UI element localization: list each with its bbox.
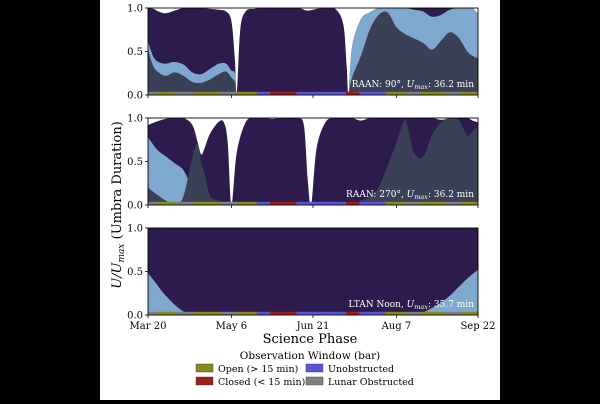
penumbra-wedge-1 — [148, 273, 195, 315]
window-bar-segment — [157, 311, 175, 315]
x-tick-label: May 6 — [216, 321, 247, 332]
legend-swatch — [305, 376, 324, 386]
panel-annotation: RAAN: 90°, Umax: 36.2 min — [352, 80, 474, 91]
legend-label: Open (> 15 min) — [218, 364, 298, 375]
x-tick-label: Mar 20 — [130, 321, 167, 332]
window-bar-segment — [385, 201, 406, 205]
window-bar-segment — [194, 311, 221, 315]
window-bar-segment — [385, 91, 406, 95]
umbra-duration-area — [148, 228, 478, 315]
window-bar-segment — [256, 91, 271, 95]
figure: 0.0 0.5 1.0 RAAN: 90°, Umax: 36.2 min 0.0 0.5… — [100, 0, 500, 400]
window-bar-segment — [174, 91, 195, 95]
y-tick-label: 0.0 — [127, 91, 143, 102]
panel-2: 0.0 0.5 1.0 RAAN: 270°, Umax: 36.2 min — [127, 114, 479, 212]
window-bar-segment — [296, 201, 307, 205]
window-bar-segment — [461, 201, 478, 205]
y-axis-label: U/Umax (Umbra Duration) — [110, 121, 127, 289]
y-tick-label: 1.0 — [127, 224, 143, 235]
x-tick-label: Sep 22 — [460, 321, 495, 332]
legend-title: Observation Window (bar) — [240, 350, 380, 362]
window-bar-segment — [174, 311, 195, 315]
y-tick-label: 0.5 — [127, 267, 143, 278]
y-tick-label: 1.0 — [127, 114, 143, 125]
legend-swatch — [305, 363, 324, 373]
y-tick-label: 0.5 — [127, 47, 143, 58]
window-bar-segment — [445, 311, 462, 315]
window-bar-segment — [220, 201, 238, 205]
window-bar-segment — [306, 201, 346, 205]
window-bar-segment — [194, 201, 221, 205]
window-bar-segment — [174, 201, 195, 205]
window-bar-segment — [405, 91, 422, 95]
panel-annotation: RAAN: 270°, Umax: 36.2 min — [346, 190, 474, 201]
window-bar-segment — [296, 311, 307, 315]
window-bar-segment — [237, 311, 257, 315]
penumbra-area — [148, 137, 478, 205]
y-tick-label: 0.0 — [127, 201, 143, 212]
panel-annotation: LTAN Noon, Umax: 35.7 min — [348, 300, 474, 311]
legend-label: Unobstructed — [328, 364, 394, 375]
window-bar-segment — [256, 201, 271, 205]
x-tick-label: Jun 21 — [296, 321, 330, 332]
legend-label: Lunar Obstructed — [328, 377, 414, 388]
window-bar-segment — [296, 91, 307, 95]
window-bar-segment — [157, 91, 175, 95]
window-bar-segment — [194, 91, 221, 95]
window-bar-segment — [385, 311, 406, 315]
window-bar-segment — [359, 91, 386, 95]
y-tick-label: 1.0 — [127, 4, 143, 15]
window-bar-segment — [237, 91, 257, 95]
panel-3: 0.0 0.5 1.0 Mar 20 May 6 Jun 21 Aug 7 Sep 22 LTA… — [127, 224, 495, 333]
legend-swatch — [195, 376, 214, 386]
window-bar-segment — [445, 91, 462, 95]
legend-label: Closed (< 15 min) — [218, 377, 305, 388]
window-bar-segment — [148, 91, 158, 95]
legend-swatch — [195, 363, 214, 373]
window-bar-segment — [220, 91, 238, 95]
y-tick-label: 0.5 — [127, 157, 143, 168]
window-bar-segment — [148, 311, 158, 315]
legend: Observation Window (bar) Open (> 15 min)… — [195, 350, 414, 388]
window-bar-segment — [270, 91, 297, 95]
chart-svg: 0.0 0.5 1.0 RAAN: 90°, Umax: 36.2 min 0.0 0.5… — [110, 4, 496, 389]
window-bar-segment — [306, 91, 346, 95]
window-bar-segment — [359, 201, 386, 205]
window-bar-segment — [421, 91, 445, 95]
window-bar-segment — [157, 201, 175, 205]
window-bar-segment — [421, 201, 445, 205]
window-bar-segment — [270, 311, 297, 315]
overlap-area — [148, 118, 478, 205]
window-bar-segment — [421, 311, 445, 315]
window-bar-segment — [346, 91, 360, 95]
x-tick-label: Aug 7 — [381, 321, 412, 332]
window-bar-segment — [220, 311, 238, 315]
window-bar-segment — [306, 311, 346, 315]
window-bar-segment — [445, 201, 462, 205]
window-bar-segment — [461, 311, 478, 315]
window-bar-segment — [359, 311, 386, 315]
window-bar-segment — [237, 201, 257, 205]
y-tick-label: 0.0 — [127, 311, 143, 322]
penumbra-wedge-2 — [414, 269, 478, 315]
window-bar-segment — [405, 311, 422, 315]
window-bar-segment — [256, 311, 271, 315]
window-bar-segment — [461, 91, 478, 95]
overlap-area — [148, 11, 478, 95]
window-bar-segment — [346, 201, 360, 205]
window-bar-segment — [270, 201, 297, 205]
window-bar-segment — [148, 201, 158, 205]
window-bar-segment — [405, 201, 422, 205]
panel-1: 0.0 0.5 1.0 RAAN: 90°, Umax: 36.2 min — [127, 4, 479, 102]
window-bar-segment — [346, 311, 360, 315]
x-axis-label: Science Phase — [263, 332, 358, 347]
